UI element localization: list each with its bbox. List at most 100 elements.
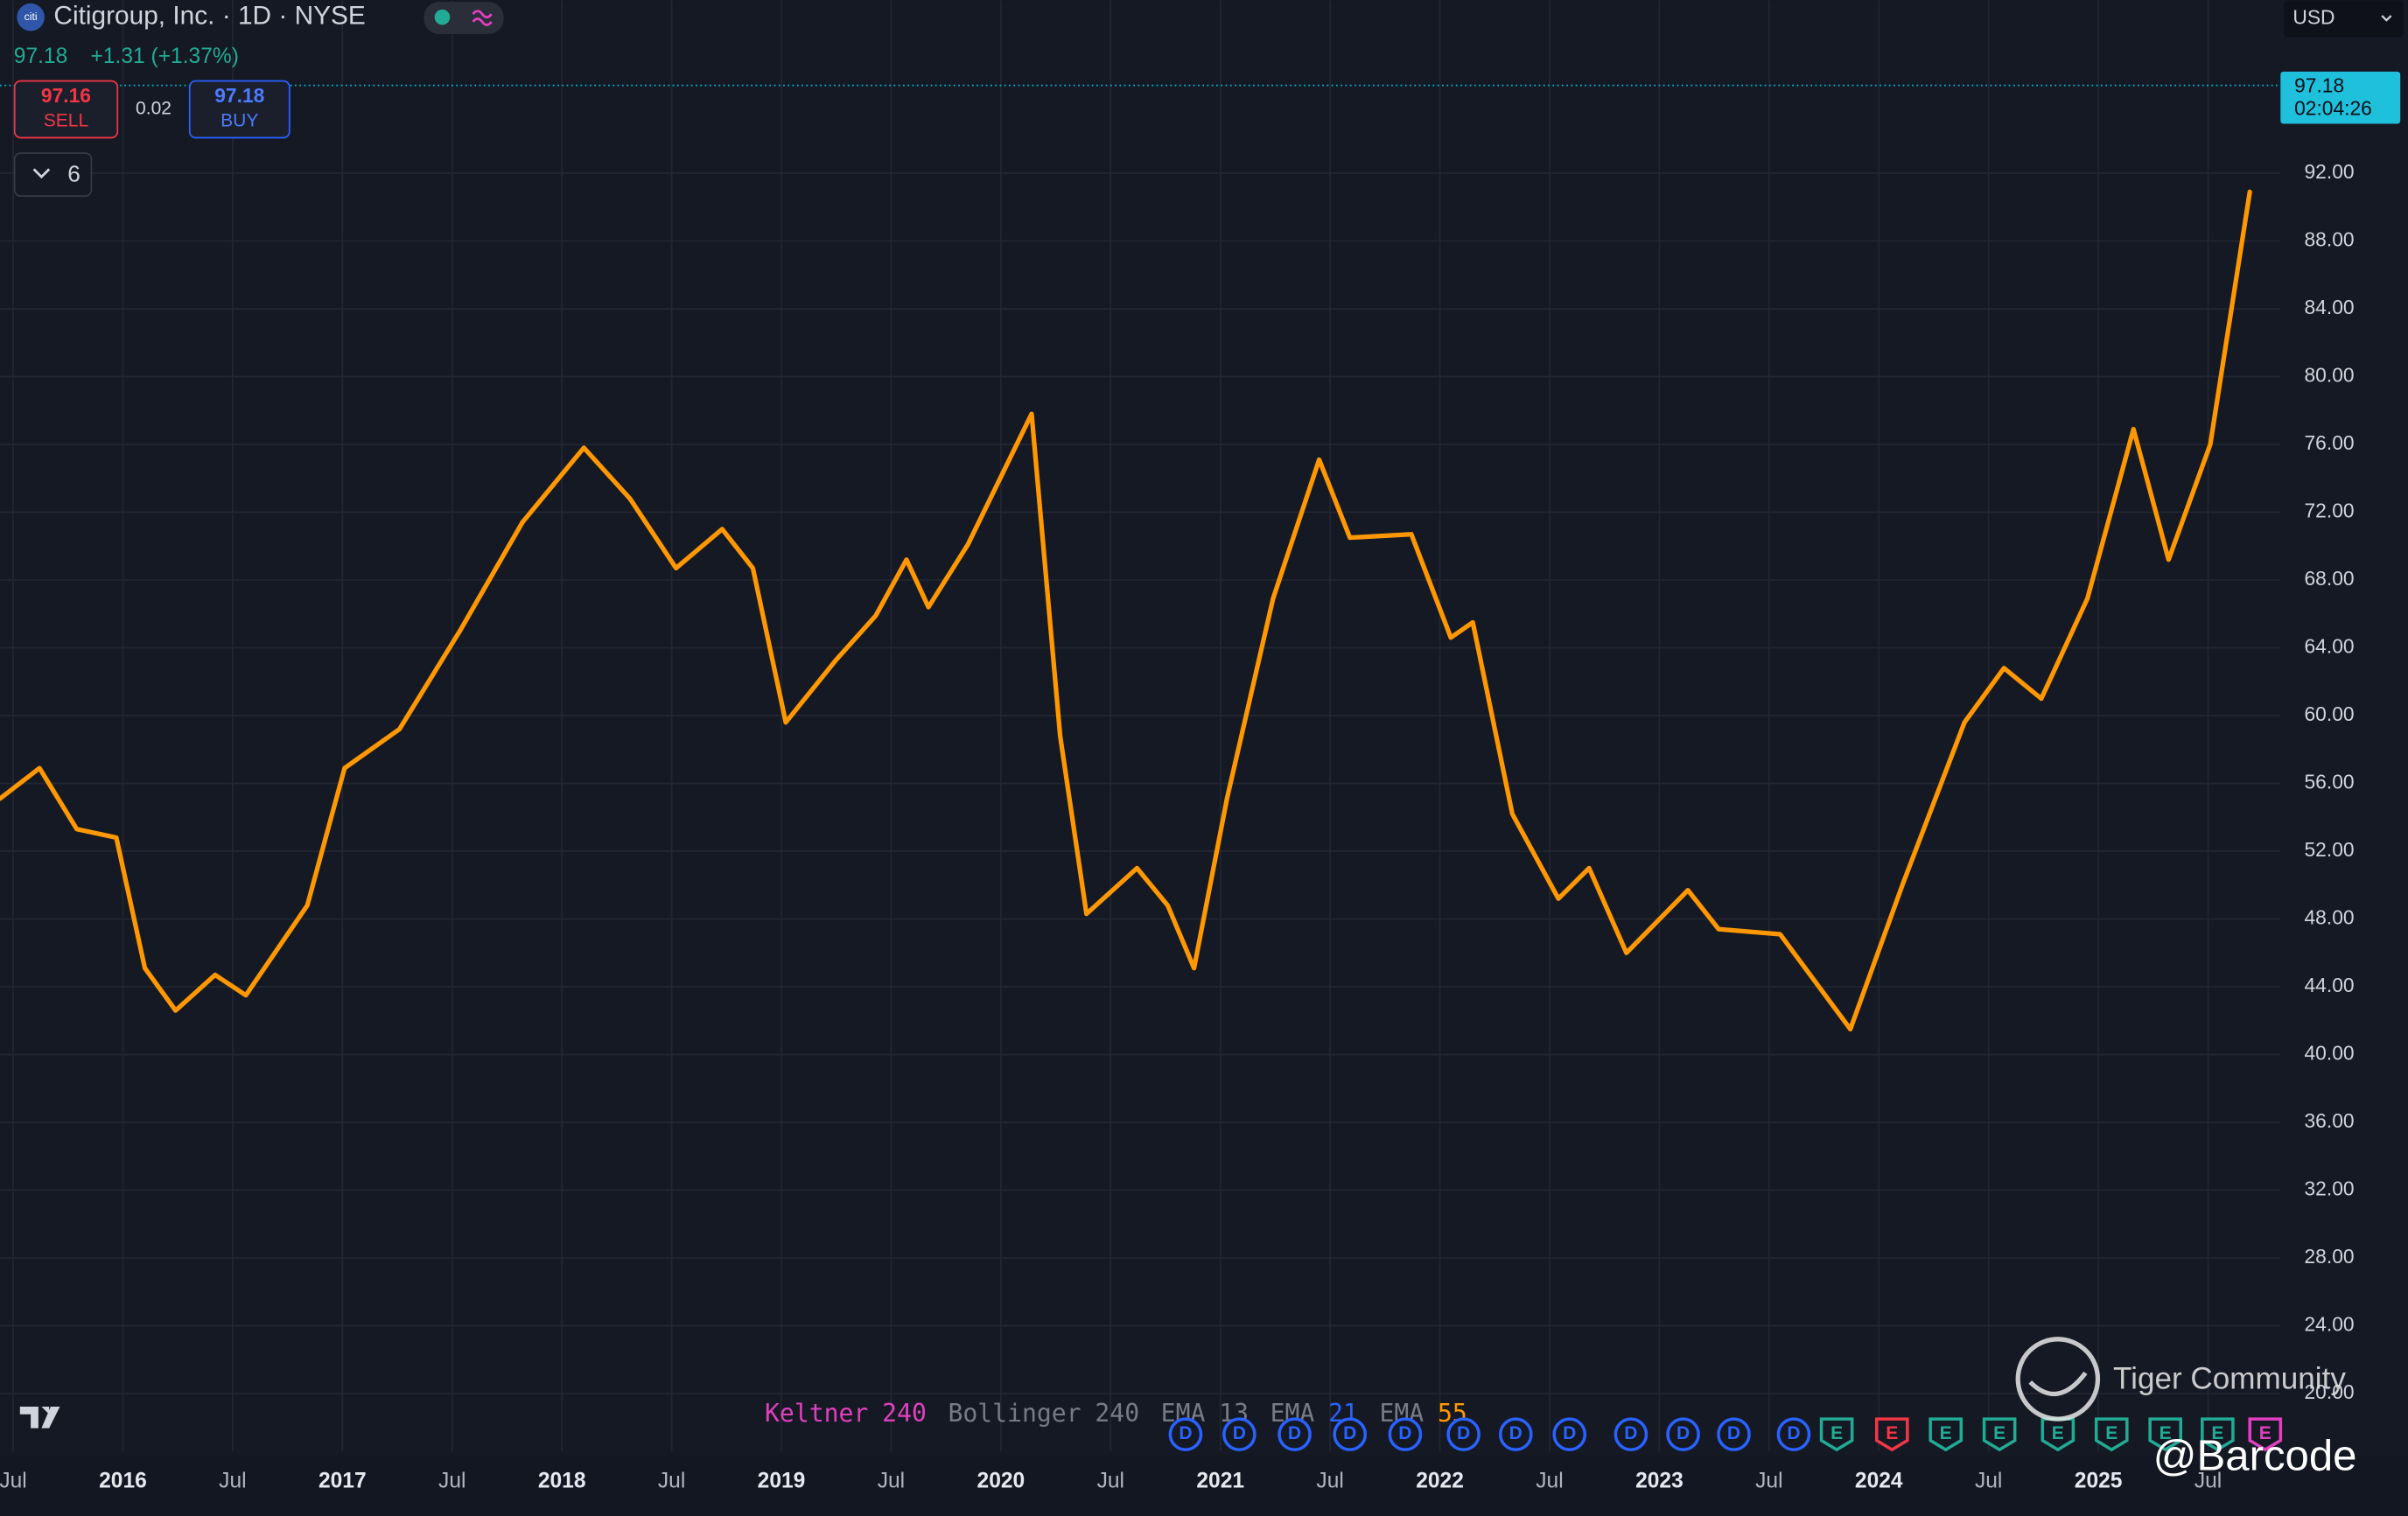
event-marker (1776, 1417, 1811, 1451)
sell-label: SELL (44, 111, 88, 131)
y-tick-label: 72.00 (2305, 500, 2355, 522)
event-label: E (2259, 1423, 2272, 1443)
indicator-length: 240 (1095, 1399, 1139, 1428)
event-marker (2094, 1417, 2129, 1452)
currency-box[interactable] (2283, 0, 2404, 38)
quote: 97.18 (14, 45, 67, 68)
event-label: E (2052, 1423, 2064, 1443)
symbol[interactable]: Citigroup, Inc. · 1D · NYSE (53, 2, 365, 31)
y-tick-label: 36.00 (2305, 1109, 2355, 1132)
buy-button[interactable] (188, 80, 290, 139)
sell-price: 97.16 (41, 84, 91, 107)
time-axis-band (0, 1456, 2408, 1516)
event-marker (1278, 1417, 1312, 1451)
event-label: D (1563, 1423, 1576, 1443)
buy-label: BUY (220, 111, 258, 131)
event-marker (1552, 1417, 1587, 1451)
x-tick-label: 2018 (538, 1470, 586, 1493)
indicator-count: 6 (67, 160, 80, 186)
buy-price: 97.18 (214, 84, 264, 107)
price-tag-value: 97.18 (2294, 73, 2344, 96)
event-label: E (1886, 1423, 1898, 1443)
event-label: D (1727, 1423, 1740, 1443)
y-tick-label: 20.00 (2305, 1380, 2355, 1403)
event-marker (2201, 1417, 2235, 1452)
x-tick-label: Jul (1975, 1470, 2002, 1493)
y-tick-label: 56.00 (2305, 771, 2355, 793)
series-line (0, 189, 2252, 1032)
event-label: E (2105, 1423, 2118, 1443)
event-label: E (1830, 1423, 1843, 1443)
logo (17, 3, 45, 31)
price-tag-countdown: 02:04:26 (2294, 97, 2372, 120)
event-marker (1222, 1417, 1256, 1451)
x-tick-label: 2023 (1635, 1470, 1684, 1493)
wave-icon (472, 10, 493, 26)
spread: 0.02 (136, 99, 172, 119)
event-marker (1928, 1417, 1964, 1452)
event-marker (1168, 1417, 1203, 1451)
x-tick-label: Jul (1097, 1470, 1124, 1493)
x-tick-label: 2022 (1416, 1470, 1464, 1493)
event-marker (1446, 1417, 1480, 1451)
event-label: D (1509, 1423, 1522, 1443)
event-marker (1874, 1417, 1909, 1452)
x-tick-label: 2019 (758, 1470, 806, 1493)
event-label: E (2160, 1423, 2172, 1443)
y-tick-label: 24.00 (2305, 1313, 2355, 1336)
event-label: D (1624, 1423, 1637, 1443)
axes: 20.00 24.00 28.00 32.00 36.00 40.00 44.00 48.00… (0, 71, 2401, 1493)
currency-chevron (2381, 15, 2392, 22)
event-marker (1819, 1417, 1854, 1452)
x-tick-label: 2025 (2075, 1470, 2123, 1493)
y-tick-label: 76.00 (2305, 431, 2355, 454)
indicator-name: Keltner (765, 1399, 868, 1428)
event-marker (1388, 1417, 1423, 1451)
x-tick-label: Jul (438, 1470, 466, 1493)
plot (0, 84, 2281, 1032)
indicator-toggle[interactable] (13, 152, 93, 198)
event-label: D (1288, 1423, 1301, 1443)
tv-logo (19, 1407, 60, 1429)
indicator-name: Bollinger (948, 1399, 1081, 1428)
y-tick-label: 88.00 (2305, 228, 2355, 251)
event-label: E (2211, 1423, 2223, 1443)
y-tick-label: 28.00 (2305, 1245, 2355, 1268)
x-tick-label: 2016 (99, 1470, 147, 1493)
watermark-icon-mark (2028, 1371, 2088, 1397)
currency: USD (2292, 5, 2334, 28)
watermark-brand: Tiger Community (2113, 1361, 2346, 1395)
event-label: D (1398, 1423, 1411, 1443)
event-marker (1666, 1417, 1700, 1451)
y-tick-label: 68.00 (2305, 567, 2355, 590)
x-tick-label: 2020 (977, 1470, 1026, 1493)
indicator-length: 240 (882, 1399, 927, 1428)
x-tick-label: 2024 (1855, 1470, 1903, 1493)
x-tick-label: Jul (658, 1470, 685, 1493)
y-tick-label: 48.00 (2305, 906, 2355, 929)
y-tick-label: 84.00 (2305, 296, 2355, 318)
y-tick-label: 32.00 (2305, 1177, 2355, 1200)
x-tick-label: Jul (0, 1470, 27, 1493)
event-marker (2248, 1417, 2283, 1452)
y-tick-label: 52.00 (2305, 838, 2355, 861)
x-tick-label: Jul (219, 1470, 246, 1493)
event-label: D (1343, 1423, 1356, 1443)
y-tick-label: 92.00 (2305, 160, 2355, 183)
event-marker (1333, 1417, 1368, 1451)
event-marker (1498, 1417, 1533, 1451)
change: +1.31 (+1.37%) (91, 45, 239, 68)
watermark-handle: @Barcode (2153, 1433, 2357, 1480)
x-tick-label: Jul (1755, 1470, 1782, 1493)
market-status (434, 9, 451, 25)
x-tick-label: Jul (1316, 1470, 1343, 1493)
y-tick-label: 64.00 (2305, 635, 2355, 658)
event-label: D (1787, 1423, 1800, 1443)
event-label: D (1233, 1423, 1246, 1443)
event-label: D (1457, 1423, 1470, 1443)
sell-button[interactable] (13, 80, 119, 139)
event-label: D (1179, 1423, 1192, 1443)
